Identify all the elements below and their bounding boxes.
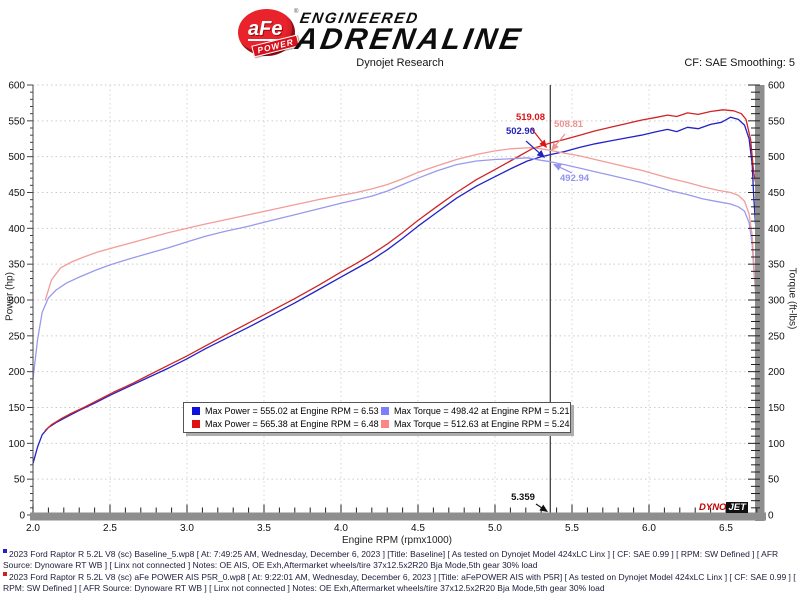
run-marker-afe — [3, 572, 7, 577]
svg-text:6.0: 6.0 — [642, 523, 656, 534]
svg-text:350: 350 — [8, 260, 25, 271]
svg-text:2.5: 2.5 — [103, 523, 117, 534]
annotation-cursor-torque-afe: 508.81 — [554, 119, 584, 130]
svg-text:200: 200 — [8, 367, 25, 378]
svg-text:450: 450 — [8, 188, 25, 199]
legend-item: Max Torque = 512.63 at Engine RPM = 5.24 — [381, 418, 570, 430]
legend-item: Max Power = 555.02 at Engine RPM = 6.53 — [192, 405, 381, 417]
run-description-baseline-text: 2023 Ford Raptor R 5.2L V8 (sc) Baseline… — [3, 549, 779, 570]
chart-title: Dynojet Research — [356, 57, 444, 69]
svg-text:50: 50 — [768, 475, 780, 486]
rpm-axis-label: Engine RPM (rpmx1000) — [341, 535, 453, 546]
annotation-cursor-torque-baseline: 492.94 — [560, 173, 590, 184]
correction-factor-label: CF: SAE Smoothing: 5 — [684, 57, 795, 69]
annotation-cursor-power-afe: 519.08 — [515, 112, 545, 123]
legend-item: Max Power = 565.38 at Engine RPM = 6.48 — [192, 418, 381, 430]
svg-text:0: 0 — [768, 511, 774, 522]
svg-text:100: 100 — [768, 439, 785, 450]
svg-text:550: 550 — [8, 116, 25, 127]
svg-text:500: 500 — [8, 152, 25, 163]
svg-text:550: 550 — [768, 116, 785, 127]
svg-text:400: 400 — [8, 224, 25, 235]
legend-swatch-icon — [192, 407, 200, 415]
svg-text:250: 250 — [8, 331, 25, 342]
svg-text:6.5: 6.5 — [719, 523, 733, 534]
legend-swatch-icon — [381, 407, 389, 415]
run-marker-baseline — [3, 549, 7, 554]
power-axis-label: Power (hp) — [4, 272, 16, 321]
svg-text:600: 600 — [768, 81, 785, 92]
legend-swatch-icon — [381, 420, 389, 428]
svg-text:2.0: 2.0 — [26, 523, 40, 534]
svg-text:300: 300 — [8, 296, 25, 307]
svg-text:450: 450 — [768, 188, 785, 199]
afe-logo-text: aFe — [248, 18, 283, 41]
svg-text:5.5: 5.5 — [565, 523, 579, 534]
svg-text:600: 600 — [8, 81, 25, 92]
annotation-cursor-rpm: 5.359 — [511, 492, 535, 503]
svg-text:3.5: 3.5 — [257, 523, 271, 534]
svg-text:400: 400 — [768, 224, 785, 235]
legend-box: Max Power = 555.02 at Engine RPM = 6.53 M… — [183, 402, 571, 433]
svg-text:50: 50 — [14, 475, 26, 486]
svg-text:4.0: 4.0 — [334, 523, 348, 534]
run-description-afe: 2023 Ford Raptor R 5.2L V8 (sc) aFe POWE… — [3, 572, 797, 593]
svg-text:150: 150 — [8, 403, 25, 414]
run-description-baseline: 2023 Ford Raptor R 5.2L V8 (sc) Baseline… — [3, 549, 797, 570]
dynojet-watermark: DYNO JET — [699, 502, 748, 513]
run-description-afe-text: 2023 Ford Raptor R 5.2L V8 (sc) aFe POWE… — [3, 572, 796, 593]
dynojet-watermark-jet: JET — [726, 502, 748, 513]
torque-axis-label: Torque (ft-lbs) — [786, 267, 798, 330]
svg-text:200: 200 — [768, 367, 785, 378]
svg-text:500: 500 — [768, 152, 785, 163]
svg-text:4.5: 4.5 — [411, 523, 425, 534]
run-descriptions: 2023 Ford Raptor R 5.2L V8 (sc) Baseline… — [3, 549, 797, 595]
registered-mark: ® — [294, 9, 299, 15]
dynojet-watermark-dyno: DYNO — [699, 502, 727, 513]
svg-text:350: 350 — [768, 260, 785, 271]
svg-text:5.0: 5.0 — [488, 523, 502, 534]
legend-item: Max Torque = 498.42 at Engine RPM = 5.21 — [381, 405, 570, 417]
svg-text:250: 250 — [768, 331, 785, 342]
svg-text:3.0: 3.0 — [180, 523, 194, 534]
svg-text:300: 300 — [768, 296, 785, 307]
legend-swatch-icon — [192, 420, 200, 428]
svg-text:150: 150 — [768, 403, 785, 414]
svg-text:100: 100 — [8, 439, 25, 450]
svg-text:0: 0 — [19, 511, 25, 522]
annotation-cursor-power-baseline: 502.90 — [505, 126, 535, 137]
